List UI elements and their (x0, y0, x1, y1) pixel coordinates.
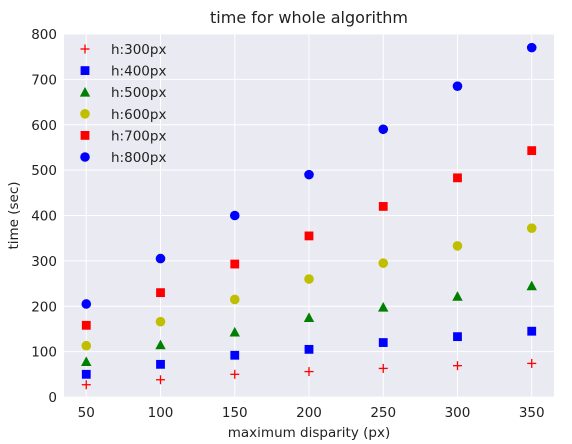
x-axis-ticks: 50 100 150 200 250 300 350 (78, 405, 545, 421)
data-point-2 (378, 338, 388, 347)
y-tick-label: 700 (31, 72, 57, 88)
x-tick-label: 300 (445, 405, 471, 421)
x-tick-label: 350 (519, 405, 545, 421)
x-tick-label: 250 (370, 405, 396, 421)
data-point-6 (229, 210, 240, 221)
data-point-5 (453, 173, 462, 183)
data-point-5 (378, 202, 388, 211)
grid-lines (64, 33, 554, 398)
data-point-5 (230, 259, 240, 269)
data-point-5 (81, 320, 91, 330)
data-point-4 (526, 223, 537, 234)
data-point-5 (527, 146, 537, 156)
legend-marker-3 (79, 87, 91, 97)
data-point-1 (156, 375, 166, 385)
data-point-3 (526, 280, 537, 291)
x-tick-label: 100 (148, 405, 174, 421)
data-point-6 (452, 81, 463, 91)
data-point-6 (526, 42, 537, 53)
data-point-3 (303, 312, 315, 323)
data-point-4 (452, 241, 463, 251)
data-point-4 (155, 316, 166, 327)
y-tick-label: 600 (31, 118, 57, 134)
y-tick-label: 0 (48, 390, 57, 406)
legend-marker-5 (80, 131, 90, 140)
y-tick-label: 300 (31, 254, 57, 270)
legend-label-4: h:600px (111, 107, 166, 123)
legend-marker-2 (80, 66, 90, 75)
data-point-6 (155, 253, 166, 264)
x-axis-label: maximum disparity (px) (228, 425, 390, 441)
data-point-2 (81, 369, 91, 379)
data-point-3 (378, 301, 389, 312)
data-point-1 (378, 363, 388, 373)
data-point-6 (378, 124, 389, 135)
data-point-4 (229, 294, 240, 305)
data-point-2 (527, 326, 537, 336)
data-point-2 (230, 350, 240, 360)
legend-marker-6 (80, 152, 90, 162)
data-points (81, 42, 537, 390)
x-tick-label: 50 (78, 405, 95, 421)
data-point-5 (304, 231, 314, 241)
x-tick-label: 200 (296, 405, 322, 421)
data-point-2 (453, 332, 462, 342)
legend-label-6: h:800px (111, 150, 166, 166)
y-tick-label: 200 (31, 299, 57, 315)
data-point-2 (156, 359, 165, 369)
legend-label-2: h:400px (111, 64, 166, 80)
y-tick-label: 400 (31, 209, 57, 225)
data-point-1 (527, 358, 537, 368)
legend-marker-4 (80, 109, 90, 119)
data-point-4 (81, 340, 92, 351)
legend: h:300px h:400px h:500px h:600px h:700px h:800… (79, 42, 166, 166)
y-tick-label: 500 (31, 163, 57, 179)
data-point-3 (229, 326, 240, 337)
y-tick-label: 100 (31, 345, 57, 361)
data-point-3 (452, 291, 463, 301)
data-point-6 (81, 299, 92, 309)
chart-title: time for whole algorithm (210, 8, 408, 27)
data-point-1 (304, 367, 314, 377)
data-point-5 (156, 288, 165, 298)
data-point-1 (452, 361, 462, 371)
data-point-1 (81, 380, 91, 390)
data-point-6 (304, 169, 314, 180)
data-point-1 (230, 369, 240, 379)
legend-label-1: h:300px (111, 42, 166, 58)
legend-marker-1 (80, 44, 90, 54)
legend-label-5: h:700px (111, 128, 166, 144)
data-point-4 (304, 274, 314, 284)
data-point-2 (304, 344, 314, 354)
y-tick-label: 800 (31, 27, 57, 43)
y-axis-label: time (sec) (6, 181, 22, 249)
data-point-4 (378, 258, 389, 268)
legend-label-3: h:500px (111, 85, 166, 101)
data-point-3 (81, 356, 92, 367)
y-axis-ticks: 0 100 200 300 400 500 600 700 800 (31, 27, 57, 406)
x-tick-label: 150 (222, 405, 248, 421)
data-point-3 (155, 339, 166, 350)
